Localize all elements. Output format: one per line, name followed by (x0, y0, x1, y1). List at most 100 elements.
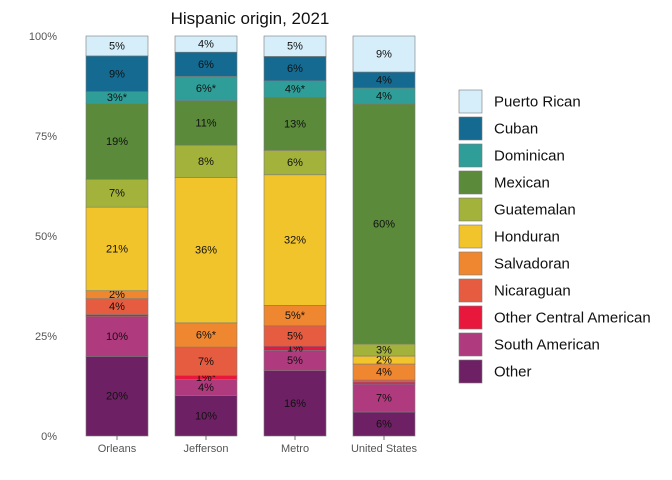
data-label: 6%* (196, 83, 217, 95)
y-tick-label: 25% (35, 331, 57, 343)
legend-swatch (458, 170, 483, 195)
bar-united-states: 6%7%4%2%3%60%4%4%9% (352, 35, 416, 437)
legend-item-other: Other (458, 359, 532, 384)
data-label: 10% (195, 410, 217, 422)
data-label: 4% (376, 367, 392, 379)
bar-segment-guatemalan (174, 144, 238, 178)
bar-segment-cuban (174, 51, 238, 77)
data-label: 4% (198, 382, 214, 394)
legend-swatch (458, 224, 483, 249)
legend-swatch (458, 251, 483, 276)
bar-segment-cuban (263, 56, 327, 82)
bar-segment-honduran (263, 174, 327, 306)
legend-label: Dominican (494, 148, 565, 165)
data-label: 4% (376, 75, 392, 87)
bar-segment-other (352, 411, 416, 437)
bar-segment-mexican (174, 100, 238, 146)
legend-label: Puerto Rican (494, 94, 581, 111)
legend-swatch (458, 143, 483, 168)
bar-jefferson: 10%4%1%*7%6%*36%8%11%6%*6%4% (174, 35, 238, 437)
data-label: 9% (376, 49, 392, 61)
data-label: 6% (376, 419, 392, 431)
bar-segment-nicaraguan (174, 346, 238, 376)
legend-item-guatemalan: Guatemalan (458, 197, 576, 222)
legend-swatch (458, 332, 483, 357)
data-label: 4% (109, 301, 125, 313)
y-tick-label: 0% (41, 431, 57, 443)
bar-segment-mexican (85, 103, 149, 180)
data-label: 5% (109, 40, 125, 52)
data-label: 5% (287, 41, 303, 53)
legend-item-dominican: Dominican (458, 143, 565, 168)
data-label: 3%* (107, 92, 128, 104)
legend-item-puerto-rican: Puerto Rican (458, 89, 581, 114)
legend-label: Nicaraguan (494, 283, 571, 300)
data-label: 7% (376, 393, 392, 405)
data-label: 9% (109, 68, 125, 80)
data-label: 5%* (285, 310, 306, 322)
bar-segment-puerto-rican (174, 35, 238, 53)
bar-segment-dominican (174, 76, 238, 101)
legend-label: South American (494, 337, 600, 354)
legend-item-south-american: South American (458, 332, 600, 357)
legend: Puerto Rican Cuban Dominican Mexican Guatema… (458, 89, 651, 384)
data-label: 7% (198, 356, 214, 368)
data-label: 4% (198, 39, 214, 51)
y-tick-label: 50% (35, 231, 57, 243)
legend-label: Other (494, 364, 532, 381)
bar-segment-puerto-rican (263, 35, 327, 57)
y-axis: 0% 25% 50% 75% 100% (29, 31, 57, 443)
data-label: 5% (287, 355, 303, 367)
x-tick-label: Orleans (98, 443, 137, 455)
bar-segment-puerto-rican (352, 35, 416, 73)
bar-segment-other (85, 356, 149, 437)
bar-segment-other (174, 395, 238, 437)
data-label: 10% (106, 331, 128, 343)
bar-segment-honduran (174, 177, 238, 324)
data-label: 19% (106, 136, 128, 148)
x-tick-label: Jefferson (183, 443, 228, 455)
legend-swatch (458, 116, 483, 141)
legend-item-cuban: Cuban (458, 116, 538, 141)
legend-swatch (458, 197, 483, 222)
data-label: 36% (195, 245, 217, 257)
legend-label: Cuban (494, 121, 538, 138)
data-label: 6% (198, 59, 214, 71)
bar-segment-mexican (263, 96, 327, 151)
bar-segment-other (263, 370, 327, 437)
data-label: 13% (284, 118, 306, 130)
data-label: 5% (287, 331, 303, 343)
y-tick-label: 100% (29, 31, 57, 43)
legend-item-salvadoran: Salvadoran (458, 251, 570, 276)
legend-swatch (458, 278, 483, 303)
legend-label: Guatemalan (494, 202, 576, 219)
bar-segment-salvadoran (174, 322, 238, 348)
bar-orleans: 20% 10% 4%2% 21% 7% 19% 3%* 9% 5% (85, 35, 149, 437)
data-label: 32% (284, 235, 306, 247)
y-tick-label: 75% (35, 131, 57, 143)
data-label: 4% (376, 91, 392, 103)
legend-label: Honduran (494, 229, 560, 246)
legend-swatch (458, 359, 483, 384)
bar-segment-honduran (85, 206, 149, 292)
data-label: 7% (109, 188, 125, 200)
legend-item-nicaraguan: Nicaraguan (458, 278, 571, 303)
bar-segment-mexican (352, 103, 416, 345)
chart-title: Hispanic origin, 2021 (171, 9, 330, 28)
data-label: 6% (287, 157, 303, 169)
bar-metro: 16%5%1%5%5%*32%6%13%4%*6%5% (263, 35, 327, 437)
legend-swatch (458, 305, 483, 330)
legend-item-mexican: Mexican (458, 170, 550, 195)
bar-segment-south-american (85, 316, 149, 357)
legend-item-honduran: Honduran (458, 224, 560, 249)
x-tick-label: Metro (281, 443, 309, 455)
data-label: 16% (284, 398, 306, 410)
legend-swatch (458, 89, 483, 114)
data-label: 2% (109, 289, 125, 301)
bar-segment-puerto-rican (85, 35, 149, 57)
data-label: 20% (106, 391, 128, 403)
legend-label: Mexican (494, 175, 550, 192)
legend-label: Other Central American (494, 310, 651, 327)
bars: 20%10%4%2%21%7%19%3%*9%5%10%4%1%*7%6%*36… (85, 35, 416, 437)
